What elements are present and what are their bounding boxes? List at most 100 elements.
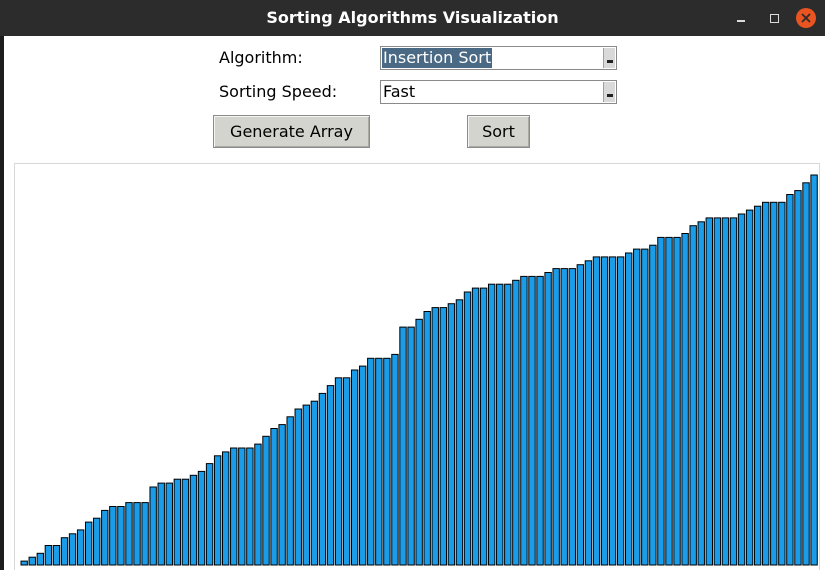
generate-array-button[interactable]: Generate Array <box>213 115 370 148</box>
bar <box>633 248 641 566</box>
algorithm-selected-value: Insertion Sort <box>382 48 493 68</box>
bar <box>802 182 810 566</box>
sort-button[interactable]: Sort <box>467 115 530 148</box>
algorithm-label: Algorithm: <box>219 48 303 67</box>
bar <box>568 268 576 566</box>
bar <box>753 205 762 566</box>
bar <box>431 307 439 566</box>
bar <box>673 236 681 566</box>
bar <box>149 486 157 566</box>
bar <box>125 502 133 566</box>
bar <box>68 533 77 566</box>
bar <box>794 190 802 566</box>
bar-chart <box>20 174 818 566</box>
bar <box>536 275 544 566</box>
chevron-down-icon[interactable] <box>603 48 615 68</box>
bar <box>294 408 302 566</box>
bar <box>101 509 109 566</box>
bar <box>697 221 705 566</box>
bar <box>133 502 141 566</box>
bar <box>318 392 327 566</box>
bar <box>681 233 689 566</box>
bar <box>359 365 367 566</box>
bar <box>496 283 504 566</box>
bar <box>552 268 560 566</box>
chevron-down-icon[interactable] <box>603 82 615 102</box>
bar <box>246 447 254 566</box>
bar <box>36 552 45 566</box>
bar <box>334 377 343 566</box>
bar <box>616 256 625 566</box>
bar <box>165 482 173 566</box>
bar <box>504 283 512 566</box>
bar <box>770 201 778 566</box>
bar <box>278 424 286 566</box>
bar <box>415 318 423 566</box>
bar <box>117 506 125 566</box>
bar <box>157 482 165 566</box>
bar <box>44 545 53 566</box>
bar <box>367 357 375 566</box>
bar <box>649 244 657 566</box>
bar <box>326 385 335 566</box>
title-bar[interactable]: Sorting Algorithms Visualization <box>0 0 825 36</box>
bar <box>721 217 730 566</box>
bar <box>342 377 351 566</box>
bar <box>52 545 61 566</box>
bar <box>197 470 206 566</box>
bar <box>286 416 294 566</box>
bar <box>141 502 149 566</box>
bar <box>479 287 488 566</box>
bar <box>512 279 520 566</box>
window-title: Sorting Algorithms Visualization <box>266 8 559 27</box>
bar <box>375 357 383 566</box>
bar <box>310 400 319 566</box>
close-icon[interactable] <box>796 8 816 28</box>
bar <box>544 272 552 566</box>
speed-label: Sorting Speed: <box>219 82 338 101</box>
bar <box>455 299 464 566</box>
main-content: Algorithm: Insertion Sort Sorting Speed:… <box>4 36 825 570</box>
bar <box>28 556 36 566</box>
speed-selected-value: Fast <box>383 82 416 101</box>
bar <box>471 287 480 566</box>
bar <box>222 451 230 566</box>
bar <box>487 283 496 566</box>
bar <box>689 225 697 566</box>
bar <box>60 537 69 566</box>
bar <box>705 217 713 566</box>
bar <box>350 369 359 566</box>
bar <box>439 307 448 566</box>
bar <box>786 194 794 566</box>
bar <box>109 506 117 566</box>
bar <box>600 256 609 566</box>
speed-select[interactable]: Fast <box>380 80 617 104</box>
background-window-edge <box>0 36 4 570</box>
bar <box>641 248 649 566</box>
bar <box>213 455 222 566</box>
bar <box>254 443 262 566</box>
bar <box>584 260 593 566</box>
bar <box>665 236 673 566</box>
bar <box>302 404 311 566</box>
bar <box>625 252 633 566</box>
bar <box>592 256 601 566</box>
bar <box>407 326 415 566</box>
maximize-icon[interactable] <box>764 8 784 28</box>
bar <box>391 353 399 566</box>
bar <box>729 217 738 566</box>
minimize-icon[interactable] <box>731 8 751 28</box>
bar <box>778 201 786 566</box>
bar <box>270 428 278 566</box>
bar <box>810 174 818 566</box>
bar <box>560 268 568 566</box>
bar <box>205 463 214 566</box>
algorithm-select[interactable]: Insertion Sort <box>380 46 617 70</box>
bar <box>737 213 746 566</box>
bar <box>520 275 528 566</box>
bar <box>173 478 182 566</box>
bar <box>399 326 407 566</box>
bar-canvas <box>14 163 820 570</box>
bar <box>713 217 722 566</box>
